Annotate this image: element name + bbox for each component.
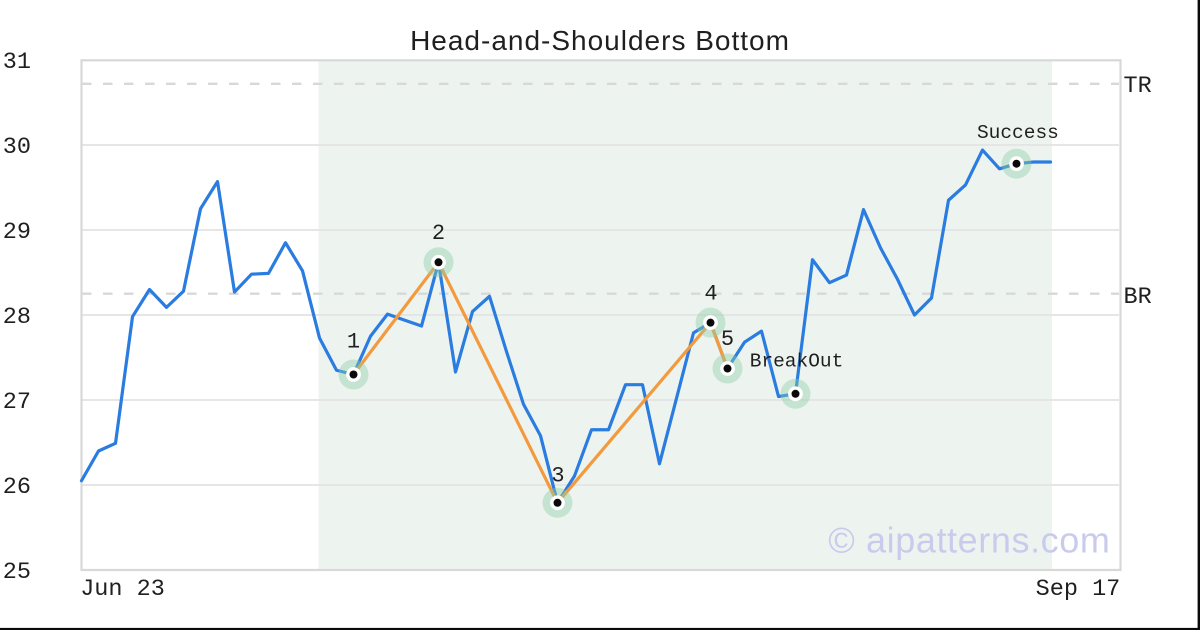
svg-text:29: 29 bbox=[3, 219, 31, 246]
svg-text:27: 27 bbox=[3, 389, 31, 416]
svg-text:Success: Success bbox=[977, 122, 1059, 144]
svg-text:BR: BR bbox=[1124, 284, 1152, 311]
svg-text:© aipatterns.com: © aipatterns.com bbox=[828, 520, 1110, 561]
svg-text:3: 3 bbox=[551, 464, 564, 489]
svg-text:28: 28 bbox=[3, 304, 31, 331]
svg-text:31: 31 bbox=[3, 49, 31, 76]
svg-text:25: 25 bbox=[3, 559, 31, 586]
svg-text:2: 2 bbox=[432, 221, 445, 246]
svg-text:Jun 23: Jun 23 bbox=[80, 576, 165, 603]
svg-text:TR: TR bbox=[1124, 73, 1152, 100]
svg-text:30: 30 bbox=[3, 134, 31, 161]
svg-text:1: 1 bbox=[347, 330, 360, 355]
svg-text:Head-and-Shoulders Bottom: Head-and-Shoulders Bottom bbox=[410, 25, 790, 56]
svg-text:Sep 17: Sep 17 bbox=[1036, 576, 1121, 603]
svg-text:26: 26 bbox=[3, 474, 31, 501]
svg-text:4: 4 bbox=[704, 282, 717, 307]
svg-text:BreakOut: BreakOut bbox=[750, 351, 844, 373]
svg-text:5: 5 bbox=[721, 327, 734, 352]
